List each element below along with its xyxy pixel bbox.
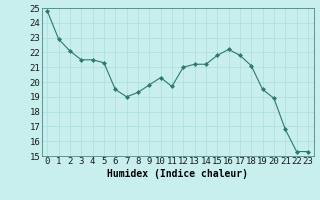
X-axis label: Humidex (Indice chaleur): Humidex (Indice chaleur) [107,169,248,179]
